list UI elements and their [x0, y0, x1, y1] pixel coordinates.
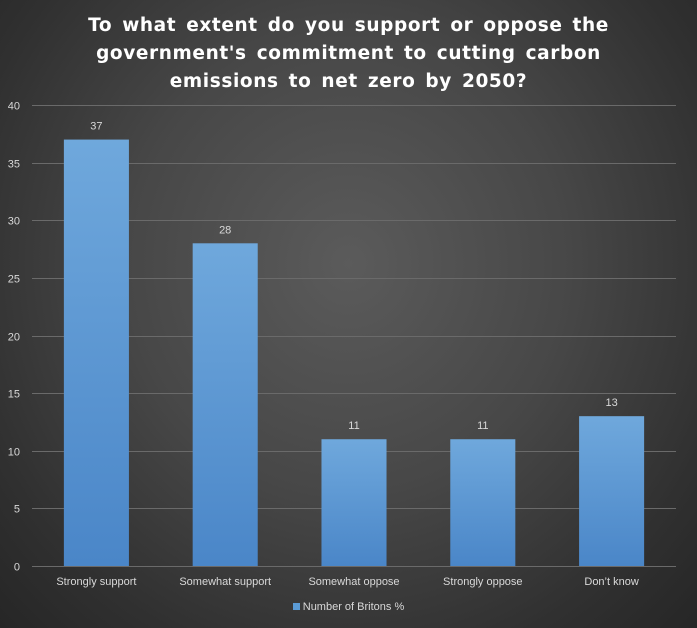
x-category-label: Don’t know: [584, 576, 638, 588]
x-category-label: Strongly oppose: [443, 576, 523, 588]
y-tick-label: 40: [8, 101, 20, 113]
y-tick-label: 30: [8, 216, 20, 228]
data-label: 37: [90, 121, 102, 133]
y-tick-label: 0: [14, 562, 20, 574]
legend-label: Number of Britons %: [302, 601, 405, 613]
x-category-label: Somewhat support: [179, 576, 271, 588]
legend-swatch-icon: [292, 603, 300, 610]
bar: [450, 439, 516, 566]
bar: [192, 243, 258, 567]
x-category-label: Strongly support: [56, 576, 136, 588]
data-label: 11: [477, 420, 488, 432]
x-axis-categories: Strongly support Somewhat support Somewhat…: [56, 576, 639, 588]
data-label: 13: [605, 397, 617, 409]
bar: [579, 416, 645, 566]
data-label: 11: [348, 420, 359, 432]
data-label: 28: [219, 224, 231, 236]
chart-title: To what extent do you support or oppose …: [88, 15, 609, 92]
y-tick-label: 25: [8, 274, 20, 286]
data-labels: 37 28 11 11 13: [90, 121, 617, 433]
bar: [63, 139, 129, 566]
y-tick-label: 35: [8, 159, 20, 171]
y-tick-label: 15: [8, 389, 20, 401]
y-tick-label: 20: [8, 332, 20, 344]
bar: [321, 439, 387, 566]
y-tick-label: 5: [14, 504, 20, 516]
legend: Number of Britons %: [0, 601, 697, 613]
y-tick-label: 10: [8, 447, 20, 459]
y-axis-ticks: 0 5 10 15 20 25 30 35 40: [8, 101, 20, 574]
x-category-label: Somewhat oppose: [308, 576, 399, 588]
bars: [63, 139, 645, 567]
